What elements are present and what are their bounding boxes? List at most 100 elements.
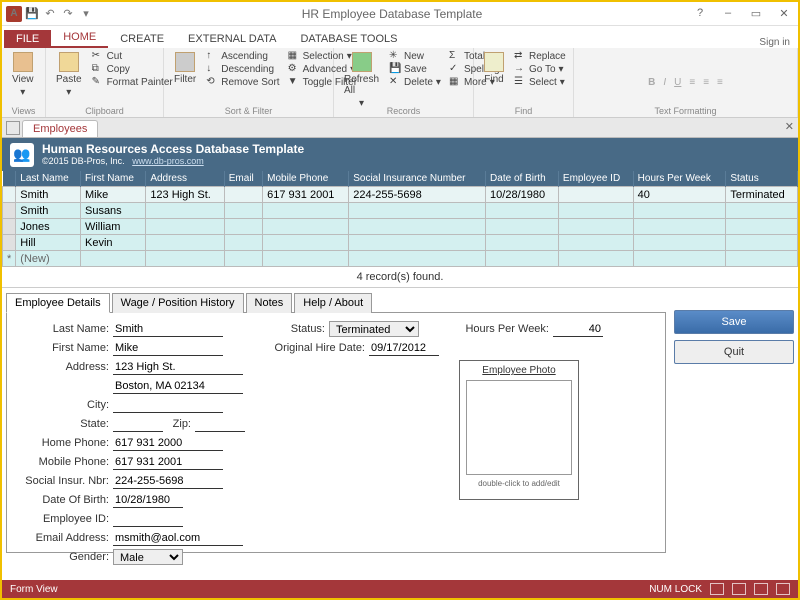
status-select[interactable]: Terminated: [329, 321, 419, 337]
col-header[interactable]: Hours Per Week: [633, 171, 726, 187]
save-button[interactable]: Save: [674, 310, 794, 334]
group-records-label: Records: [334, 106, 473, 116]
tab-external-data[interactable]: EXTERNAL DATA: [176, 30, 288, 48]
help-icon[interactable]: ?: [690, 7, 710, 20]
sort-asc-button[interactable]: ↑Ascending: [204, 50, 281, 62]
table-row[interactable]: SmithSusans: [3, 203, 798, 219]
tab-employees[interactable]: Employees: [22, 120, 98, 137]
homephone-field[interactable]: [113, 435, 223, 451]
select-icon: ☰: [514, 76, 526, 88]
brush-icon: ✎: [92, 76, 104, 88]
col-header[interactable]: Email: [224, 171, 262, 187]
italic-button[interactable]: I: [663, 77, 666, 88]
view-layout-icon[interactable]: [754, 583, 768, 595]
lastname-field[interactable]: [113, 321, 223, 337]
tab-create[interactable]: CREATE: [108, 30, 176, 48]
dtab-notes[interactable]: Notes: [246, 293, 293, 313]
spelling-icon: ✓: [449, 63, 461, 75]
col-header[interactable]: Last Name: [16, 171, 81, 187]
gender-select[interactable]: Male: [113, 549, 183, 565]
col-header[interactable]: Mobile Phone: [263, 171, 349, 187]
save-rec-icon: 💾: [389, 63, 401, 75]
col-header[interactable]: Status: [726, 171, 798, 187]
table-row[interactable]: SmithMike123 High St.617 931 2001224-255…: [3, 187, 798, 203]
maximize-icon[interactable]: ▭: [746, 7, 766, 20]
delete-record-button[interactable]: ✕Delete ▾: [387, 76, 443, 88]
copy-button[interactable]: ⧉Copy: [90, 63, 175, 75]
zip-field[interactable]: [195, 416, 245, 432]
nav-pane-toggle[interactable]: [6, 121, 20, 135]
form-title: Human Resources Access Database Template: [42, 142, 304, 156]
firstname-field[interactable]: [113, 340, 223, 356]
quit-button[interactable]: Quit: [674, 340, 794, 364]
object-tab-bar: Employees ✕: [2, 118, 798, 138]
sort-desc-button[interactable]: ↓Descending: [204, 63, 281, 75]
sin-field[interactable]: [113, 473, 223, 489]
employeeid-field[interactable]: [113, 511, 183, 527]
city-field[interactable]: [113, 397, 223, 413]
dtab-wage-history[interactable]: Wage / Position History: [112, 293, 244, 313]
filter-icon: [175, 52, 195, 72]
vendor-link[interactable]: www.db-pros.com: [132, 156, 204, 166]
tab-file[interactable]: FILE: [4, 30, 51, 48]
table-row[interactable]: JonesWilliam: [3, 219, 798, 235]
save-icon[interactable]: 💾: [24, 6, 40, 22]
refresh-all-button[interactable]: Refresh All▾: [340, 50, 383, 111]
email-field[interactable]: [113, 530, 243, 546]
goto-button[interactable]: →Go To ▾: [512, 63, 568, 75]
col-header[interactable]: Address: [146, 171, 224, 187]
col-header[interactable]: Social Insurance Number: [349, 171, 486, 187]
col-header[interactable]: First Name: [80, 171, 145, 187]
align-center-icon[interactable]: ≡: [703, 77, 709, 88]
format-painter-button[interactable]: ✎Format Painter: [90, 76, 175, 88]
sign-in-link[interactable]: Sign in: [759, 37, 798, 48]
col-header[interactable]: Employee ID: [558, 171, 633, 187]
qat-customize-icon[interactable]: ▾: [78, 6, 94, 22]
underline-button[interactable]: U: [674, 77, 681, 88]
group-textfmt-label: Text Formatting: [574, 106, 797, 116]
employee-photo-box[interactable]: Employee Photo double-click to add/edit: [459, 360, 579, 500]
view-button[interactable]: View▾: [8, 50, 38, 100]
minimize-icon[interactable]: –: [718, 7, 738, 20]
numlock-label: NUM LOCK: [649, 584, 702, 595]
view-design-icon[interactable]: [776, 583, 790, 595]
redo-icon[interactable]: ↷: [60, 6, 76, 22]
refresh-icon: [352, 52, 372, 72]
mobilephone-field[interactable]: [113, 454, 223, 470]
find-button[interactable]: Find: [480, 50, 508, 87]
paste-icon: [59, 52, 79, 72]
state-field[interactable]: [113, 416, 163, 432]
col-header[interactable]: Date of Birth: [486, 171, 559, 187]
paste-button[interactable]: Paste▾: [52, 50, 86, 100]
hiredate-field[interactable]: [369, 340, 439, 356]
table-row[interactable]: HillKevin: [3, 235, 798, 251]
photo-frame: [466, 380, 572, 475]
tab-close-icon[interactable]: ✕: [785, 120, 794, 133]
new-row[interactable]: *(New): [3, 251, 798, 267]
find-icon: [484, 52, 504, 72]
dtab-help[interactable]: Help / About: [294, 293, 372, 313]
quick-access-toolbar: A 💾 ↶ ↷ ▾: [6, 6, 94, 22]
bold-button[interactable]: B: [648, 77, 655, 88]
align-right-icon[interactable]: ≡: [717, 77, 723, 88]
align-left-icon[interactable]: ≡: [689, 77, 695, 88]
cut-button[interactable]: ✂Cut: [90, 50, 175, 62]
tab-home[interactable]: HOME: [51, 28, 108, 48]
hpw-field[interactable]: [553, 321, 603, 337]
access-app-icon[interactable]: A: [6, 6, 22, 22]
remove-sort-button[interactable]: ⟲Remove Sort: [204, 76, 281, 88]
address1-field[interactable]: [113, 359, 243, 375]
view-datasheet-icon[interactable]: [732, 583, 746, 595]
filter-button[interactable]: Filter: [170, 50, 200, 87]
select-button[interactable]: ☰Select ▾: [512, 76, 568, 88]
dtab-employee-details[interactable]: Employee Details: [6, 293, 110, 313]
view-form-icon[interactable]: [710, 583, 724, 595]
close-icon[interactable]: ✕: [774, 7, 794, 20]
tab-database-tools[interactable]: DATABASE TOOLS: [288, 30, 409, 48]
new-record-button[interactable]: ✳New: [387, 50, 443, 62]
save-record-button[interactable]: 💾Save: [387, 63, 443, 75]
undo-icon[interactable]: ↶: [42, 6, 58, 22]
address2-field[interactable]: [113, 378, 243, 394]
dob-field[interactable]: [113, 492, 183, 508]
replace-button[interactable]: ⇄Replace: [512, 50, 568, 62]
